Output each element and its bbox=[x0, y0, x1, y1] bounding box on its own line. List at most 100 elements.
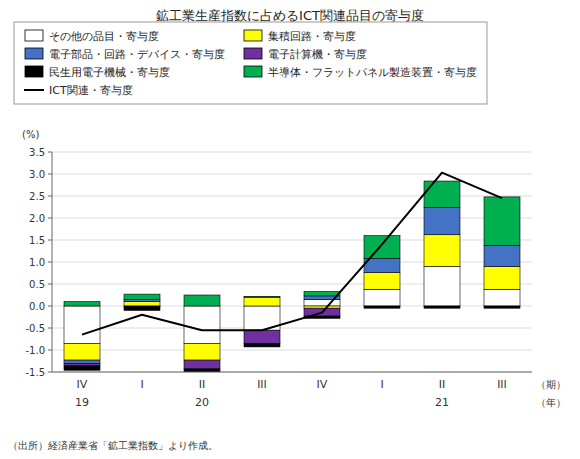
legend-item: その他の品目・寄与度 bbox=[25, 30, 159, 43]
bar-segment bbox=[484, 245, 520, 266]
bar-segment bbox=[484, 266, 520, 289]
period-unit: （期） bbox=[536, 379, 566, 390]
tick-mark bbox=[48, 350, 52, 351]
bar-segment bbox=[244, 330, 280, 343]
bar-segment bbox=[484, 306, 520, 308]
bar-segment bbox=[184, 306, 220, 343]
line bbox=[82, 173, 502, 335]
tick-label: 0.0 bbox=[29, 301, 45, 312]
bar-segment bbox=[244, 296, 280, 298]
bar-segment bbox=[424, 181, 460, 207]
bar-segment bbox=[484, 197, 520, 245]
bar-segment bbox=[364, 258, 400, 272]
bar-segment bbox=[244, 343, 280, 347]
marks bbox=[64, 173, 520, 372]
tick-mark bbox=[48, 174, 52, 175]
tick-label: 2.5 bbox=[29, 191, 45, 202]
tick-label: I bbox=[140, 378, 143, 391]
tick-label: IV bbox=[317, 378, 328, 391]
grid-line bbox=[52, 350, 532, 351]
legend-swatch bbox=[244, 30, 262, 41]
legend-swatch bbox=[25, 66, 43, 77]
tick-label: I bbox=[380, 378, 383, 391]
bar-segment bbox=[304, 299, 340, 306]
bar-segment bbox=[424, 207, 460, 234]
source: （出所）経済産業省「鉱工業指数」より作成。 bbox=[8, 440, 218, 451]
bar-segment bbox=[124, 299, 160, 301]
x-axis-line bbox=[52, 372, 532, 373]
legend-item: 半導体・フラットパネル製造装置・寄与度 bbox=[244, 66, 477, 79]
bar-segment bbox=[424, 306, 460, 308]
bar-segment bbox=[424, 235, 460, 267]
legend-label: 電子計算機・寄与度 bbox=[268, 48, 367, 61]
legend-label: 半導体・フラットパネル製造装置・寄与度 bbox=[268, 66, 477, 79]
legend-swatch bbox=[25, 30, 43, 41]
bar-segment bbox=[244, 297, 280, 298]
tick-label: IV bbox=[77, 378, 88, 391]
bar-segment bbox=[184, 295, 220, 306]
bar-segment bbox=[124, 294, 160, 299]
y-axis-line bbox=[52, 152, 53, 372]
legend-item: 集積回路・寄与度 bbox=[244, 30, 356, 43]
chart: 鉱工業生産指数に占めるICT関連品目の寄与度-1.5-1.0-0.50.00.5… bbox=[0, 0, 580, 459]
legend-swatch bbox=[24, 89, 44, 91]
grid-line bbox=[52, 152, 532, 153]
grid-line bbox=[52, 174, 532, 175]
bar-segment bbox=[184, 360, 220, 369]
tick-mark bbox=[48, 372, 52, 373]
bar-segment bbox=[64, 360, 100, 364]
tick-label: II bbox=[199, 378, 206, 391]
background bbox=[0, 0, 580, 459]
bar-segment bbox=[64, 302, 100, 306]
bar-segment bbox=[64, 366, 100, 370]
year-unit: （年） bbox=[536, 397, 566, 408]
bar-segment bbox=[304, 306, 340, 308]
year-label: 21 bbox=[435, 396, 449, 409]
tick-mark bbox=[48, 284, 52, 285]
legend-swatch bbox=[244, 48, 262, 59]
bar-segment bbox=[64, 343, 100, 360]
tick-label: II bbox=[439, 378, 446, 391]
legend-item: 電子部品・回路・デバイス・寄与度 bbox=[25, 48, 225, 61]
bar-segment bbox=[424, 266, 460, 306]
x-axis: IVIIIIIIIVIIIIII192021 bbox=[75, 378, 507, 409]
bar-segment bbox=[124, 302, 160, 306]
bar-segment bbox=[364, 273, 400, 290]
tick-label: 1.5 bbox=[29, 235, 45, 246]
tick-label: 3.5 bbox=[29, 147, 45, 158]
tick-mark bbox=[48, 262, 52, 263]
bar-segment bbox=[64, 364, 100, 366]
tick-label: III bbox=[257, 378, 267, 391]
tick-label: 0.5 bbox=[29, 279, 45, 290]
legend-swatch bbox=[244, 66, 262, 77]
legend-label: ICT関連・寄与度 bbox=[49, 84, 133, 97]
axis-label: (%) bbox=[22, 129, 39, 140]
bar-segment bbox=[364, 306, 400, 308]
legend-item: 電子計算機・寄与度 bbox=[244, 48, 367, 61]
bar-segment bbox=[364, 289, 400, 306]
tick-mark bbox=[48, 218, 52, 219]
legend: その他の品目・寄与度 集積回路・寄与度電子部品・回路・デバイス・寄与度 電子計算機・… bbox=[14, 22, 487, 104]
tick-label: 2.0 bbox=[29, 213, 45, 224]
tick-label: III bbox=[497, 378, 507, 391]
year-label: 19 bbox=[75, 396, 89, 409]
bar-segment bbox=[244, 297, 280, 306]
tick-mark bbox=[48, 306, 52, 307]
legend-label: 集積回路・寄与度 bbox=[268, 30, 356, 43]
legend-label: 電子部品・回路・デバイス・寄与度 bbox=[49, 48, 225, 61]
tick-mark bbox=[48, 240, 52, 241]
legend-item: ICT関連・寄与度 bbox=[24, 84, 133, 97]
bar-segment bbox=[304, 291, 340, 295]
legend-swatch bbox=[25, 48, 43, 59]
tick-mark bbox=[48, 152, 52, 153]
grid-line bbox=[52, 372, 532, 373]
tick-label: -1.5 bbox=[25, 367, 45, 378]
legend-label: その他の品目・寄与度 bbox=[49, 30, 159, 43]
year-label: 20 bbox=[195, 396, 209, 409]
bar-segment bbox=[124, 307, 160, 311]
legend-frame bbox=[14, 22, 487, 104]
legend-label: 民生用電子機械・寄与度 bbox=[49, 66, 170, 79]
tick-mark bbox=[48, 196, 52, 197]
tick-mark bbox=[48, 328, 52, 329]
bar-segment bbox=[184, 343, 220, 360]
